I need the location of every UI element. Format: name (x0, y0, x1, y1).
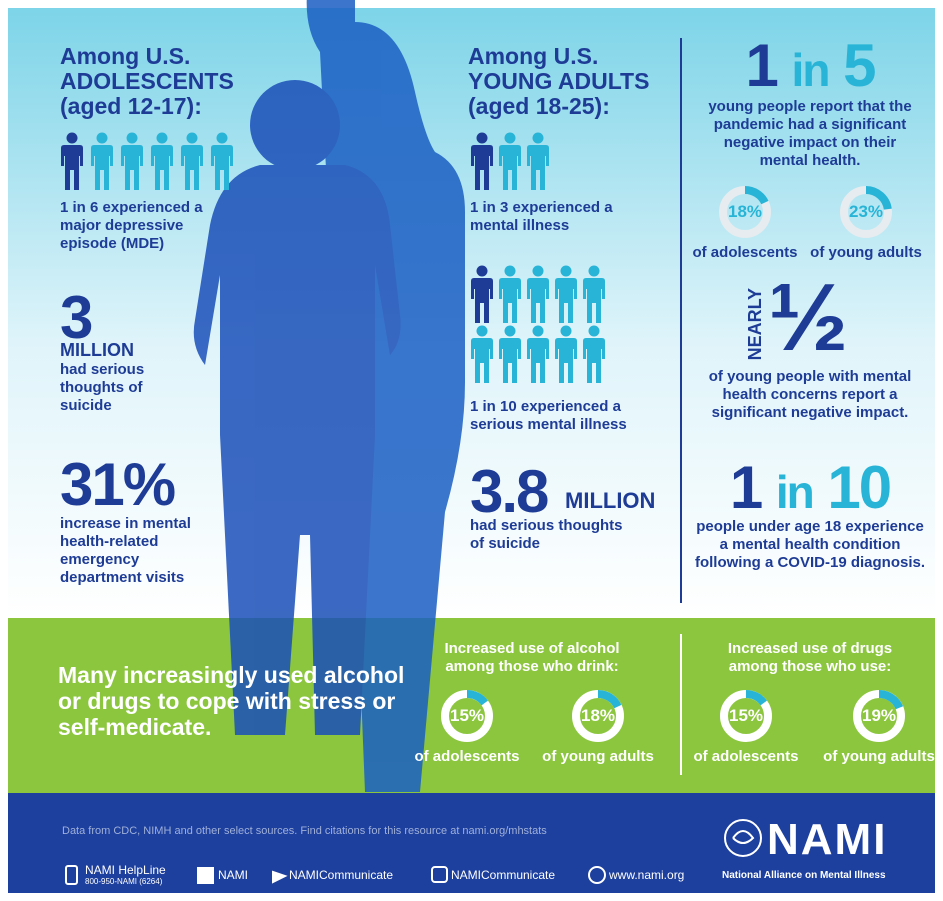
unit: MILLION (60, 340, 134, 361)
ring-label: 15% (437, 706, 497, 726)
ring-caption: of adolescents (402, 748, 532, 765)
ring-label: 18% (568, 706, 628, 726)
heading: Among U.S. YOUNG ADULTS (aged 18-25): (468, 44, 668, 119)
unit: MILLION (565, 488, 655, 514)
ratio: 1 (730, 454, 761, 521)
stat-text: had serious thoughts of suicide (470, 517, 630, 553)
link[interactable]: NAMI (218, 868, 248, 882)
heading: Among U.S. ADOLESCENTS (aged 12-17): (60, 44, 250, 119)
stat-text: of young people with mental health conce… (700, 368, 920, 422)
ring-caption: of young adults (533, 748, 663, 765)
stat: 1 in 6 experienced a major depressive ep… (60, 199, 230, 253)
ring-caption: of young adults (814, 748, 943, 765)
prefix: NEARLY (745, 288, 766, 360)
link[interactable]: NAMICommunicate (289, 868, 393, 882)
ratio: 5 (843, 32, 874, 99)
ring-label: 15% (716, 706, 776, 726)
ratio: 1 (746, 32, 777, 99)
link[interactable]: NAMICommunicate (451, 868, 555, 882)
stat-text: young people report that the pandemic ha… (705, 98, 915, 170)
group-title: Increased use of drugs among those who u… (710, 640, 910, 676)
ring-label: 23% (836, 202, 896, 222)
emphasis: 1 in 3 (470, 199, 508, 216)
stat-text: increase in mental health-related emerge… (60, 515, 210, 587)
tagline: National Alliance on Mental Illness (722, 870, 886, 881)
helpline-number: 800-950-NAMI (6264) (85, 877, 162, 886)
infographic: Among U.S. ADOLESCENTS (aged 12-17): 1 i… (0, 0, 943, 901)
ring-caption: of adolescents (680, 244, 810, 261)
ring-label: 18% (715, 202, 775, 222)
logo: NAMI (767, 815, 887, 865)
ring-caption: of young adults (801, 244, 931, 261)
ring-caption: of adolescents (681, 748, 811, 765)
source: Data from CDC, NIMH and other select sou… (62, 825, 547, 837)
ratio: 10 (827, 454, 890, 521)
emphasis: 1 in 6 (60, 199, 98, 216)
link[interactable]: www.nami.org (609, 868, 684, 882)
figure: 3.8 (470, 462, 547, 522)
stat-text: people under age 18 experience a mental … (690, 518, 930, 572)
stat: 1 in 10 experienced a serious mental ill… (470, 398, 640, 434)
helpline: NAMI HelpLine (85, 863, 166, 877)
figure: 31% (60, 455, 174, 515)
emphasis: 1 in 10 (470, 398, 517, 415)
ratio: in (792, 44, 829, 96)
stat: 1 in 3 experienced a mental illness (470, 199, 630, 235)
ring-label: 19% (849, 706, 909, 726)
stat-text: had serious thoughts of suicide (60, 361, 155, 415)
group-title: Increased use of alcohol among those who… (432, 640, 632, 676)
figure: ½ (768, 270, 848, 366)
statement: Many increasingly used alcohol or drugs … (58, 662, 408, 740)
figure: 3 (60, 288, 91, 348)
ratio: in (776, 466, 813, 518)
